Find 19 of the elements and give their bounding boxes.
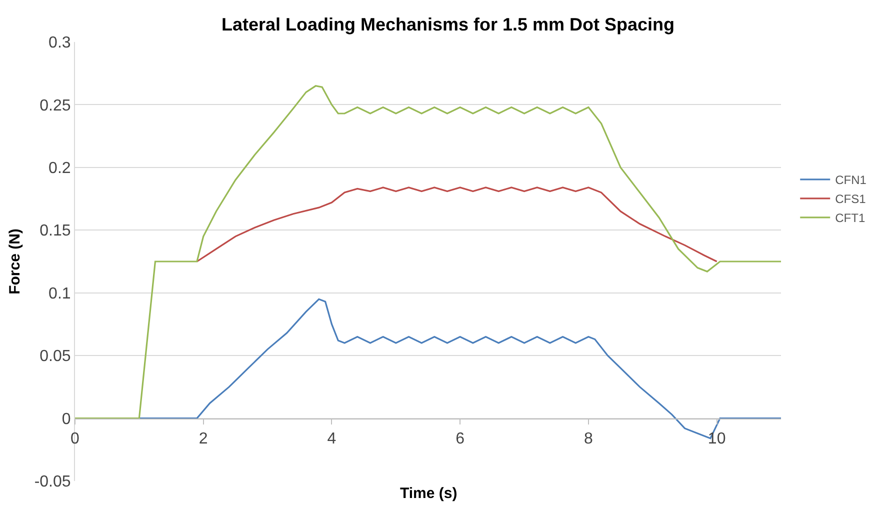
- x-tick-label: 2: [198, 430, 208, 448]
- y-tick-label: 0.05: [40, 348, 71, 366]
- legend-label: CFT1: [835, 211, 866, 226]
- y-tick-label: 0.3: [48, 34, 71, 52]
- x-tick-label: 6: [456, 430, 465, 448]
- y-tick-label: -0.05: [34, 474, 71, 491]
- y-tick-label: 0.25: [40, 97, 71, 114]
- x-tick-label: 10: [708, 430, 726, 448]
- y-tick-label: 0: [62, 410, 71, 428]
- legend-label: CFS1: [835, 192, 866, 206]
- legend-label: CFN1: [835, 173, 867, 188]
- y-tick-label: 0.2: [48, 160, 71, 178]
- chart-title: Lateral Loading Mechanisms for 1.5 mm Dot Spacing: [221, 14, 675, 34]
- x-tick-label: 4: [327, 430, 336, 448]
- y-tick-label: 0.15: [40, 222, 71, 240]
- x-tick-label: 8: [584, 430, 593, 448]
- x-axis-title: Time (s): [400, 485, 458, 502]
- y-tick-label: 0.1: [48, 285, 71, 302]
- y-axis-title: Force (N): [6, 228, 24, 294]
